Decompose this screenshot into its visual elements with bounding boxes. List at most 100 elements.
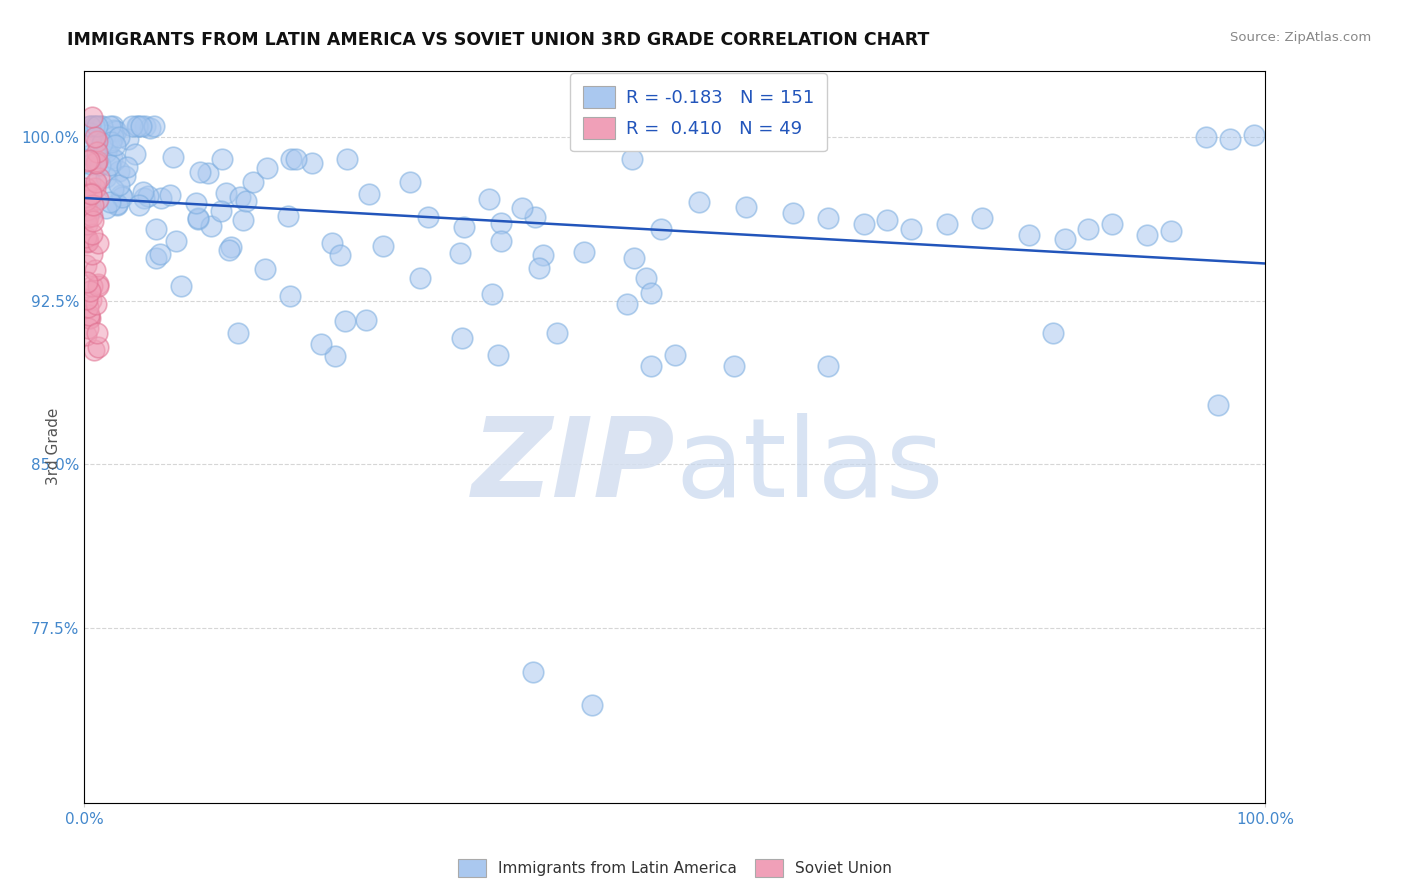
Point xyxy=(84,297,107,311)
Point xyxy=(134,191,156,205)
Point xyxy=(84,124,107,138)
Point xyxy=(186,196,208,211)
Point xyxy=(197,166,219,180)
Point xyxy=(80,209,103,223)
Point xyxy=(76,217,98,231)
Point xyxy=(935,217,957,231)
Point xyxy=(616,296,638,310)
Point xyxy=(76,202,98,217)
Point xyxy=(321,236,343,251)
Point xyxy=(86,121,108,136)
Point xyxy=(623,251,645,265)
Point xyxy=(188,165,211,179)
Point xyxy=(336,152,359,166)
Point xyxy=(108,130,131,145)
Point xyxy=(170,278,193,293)
Point xyxy=(900,221,922,235)
Point xyxy=(817,359,839,373)
Point xyxy=(145,251,167,265)
Point xyxy=(108,164,131,178)
Point xyxy=(1136,228,1159,243)
Point xyxy=(200,219,222,234)
Point xyxy=(1042,326,1064,341)
Point xyxy=(1077,221,1099,235)
Point xyxy=(76,234,98,248)
Point xyxy=(103,129,125,144)
Point xyxy=(121,119,143,133)
Point xyxy=(127,119,149,133)
Point xyxy=(640,285,662,300)
Point xyxy=(323,350,346,364)
Point xyxy=(86,119,108,133)
Point xyxy=(486,348,509,362)
Point xyxy=(87,235,110,250)
Point xyxy=(229,190,252,204)
Text: IMMIGRANTS FROM LATIN AMERICA VS SOVIET UNION 3RD GRADE CORRELATION CHART: IMMIGRANTS FROM LATIN AMERICA VS SOVIET … xyxy=(67,31,929,49)
Point xyxy=(373,239,395,253)
Point xyxy=(100,152,122,166)
Point xyxy=(77,311,100,326)
Point xyxy=(451,331,474,345)
Point xyxy=(79,284,101,298)
Point xyxy=(134,119,156,133)
Point xyxy=(79,148,101,162)
Point xyxy=(650,221,672,235)
Point xyxy=(79,133,101,147)
Point xyxy=(90,136,112,150)
Point xyxy=(79,127,101,141)
Point xyxy=(277,209,299,223)
Point xyxy=(145,221,167,235)
Point xyxy=(970,211,993,225)
Text: atlas: atlas xyxy=(675,413,943,520)
Point xyxy=(664,348,686,362)
Point xyxy=(101,120,124,134)
Point xyxy=(87,277,110,291)
Point xyxy=(782,206,804,220)
Point xyxy=(79,153,101,168)
Point xyxy=(333,314,356,328)
Point xyxy=(86,156,108,170)
Point xyxy=(104,153,127,167)
Point xyxy=(359,186,381,201)
Point xyxy=(84,262,107,277)
Point xyxy=(139,121,162,136)
Point xyxy=(572,245,595,260)
Point xyxy=(89,119,111,133)
Point xyxy=(79,308,101,322)
Point xyxy=(89,151,111,165)
Point xyxy=(235,194,257,209)
Point xyxy=(100,135,122,149)
Point xyxy=(98,158,121,172)
Point xyxy=(125,119,148,133)
Point xyxy=(76,153,98,168)
Point xyxy=(581,698,603,712)
Point xyxy=(103,138,125,153)
Point xyxy=(75,181,97,195)
Point xyxy=(165,235,187,249)
Point xyxy=(96,145,118,159)
Point xyxy=(105,124,128,138)
Point xyxy=(84,119,107,133)
Point xyxy=(83,119,105,133)
Point xyxy=(128,198,150,212)
Point xyxy=(524,210,547,224)
Point xyxy=(84,180,107,194)
Point xyxy=(76,292,98,306)
Point xyxy=(142,119,165,133)
Point xyxy=(98,194,121,209)
Point xyxy=(79,175,101,189)
Point xyxy=(105,198,128,212)
Point xyxy=(159,187,181,202)
Point xyxy=(103,123,125,137)
Point xyxy=(115,161,138,175)
Text: ZIP: ZIP xyxy=(471,413,675,520)
Point xyxy=(86,145,108,159)
Point xyxy=(80,187,103,202)
Point xyxy=(87,170,110,185)
Point xyxy=(76,232,98,246)
Point xyxy=(620,152,643,166)
Point xyxy=(280,152,302,166)
Point xyxy=(453,219,475,234)
Point xyxy=(76,301,98,315)
Point xyxy=(75,230,97,244)
